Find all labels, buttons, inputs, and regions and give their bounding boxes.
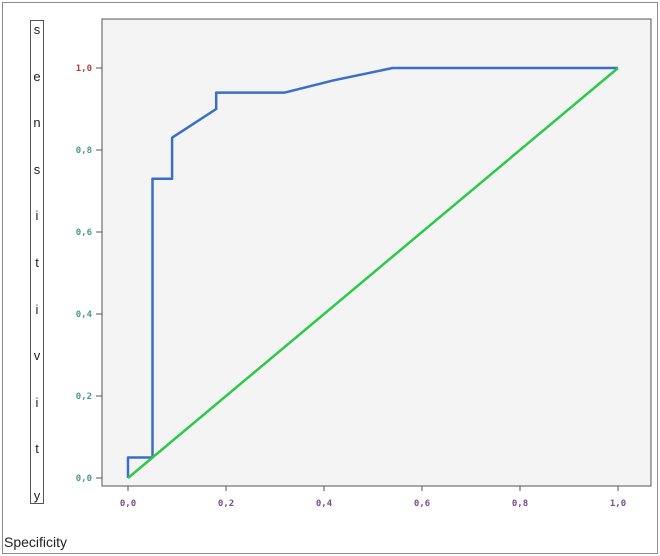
y-axis-label-letter: e [33,68,41,84]
y-axis-label-letter: t [35,254,39,270]
plot-area [101,18,652,487]
y-tick-label: 0,2 [76,392,92,402]
y-axis-label-letter: s [33,161,41,177]
y-axis-label-letter: t [35,441,39,457]
y-axis-ticks: 0,0 0,2 0,4 0,6 0,8 1,0 [76,64,102,484]
y-tick-label: 0,0 [76,474,92,484]
y-axis-label-letter: i [35,394,39,410]
y-axis-label-letter: v [33,348,41,364]
x-tick-label: 0,6 [414,499,430,509]
reference-diagonal-line [127,67,619,479]
y-tick-label: 1,0 [76,64,92,74]
x-tick-label: 0,8 [512,499,528,509]
y-tick-label: 0,4 [76,310,93,320]
y-axis-label-letter: y [33,487,41,503]
y-axis-label-letter: i [35,301,39,317]
y-axis-label: s e n s i t i v i t y [30,20,44,504]
x-axis-ticks: 0,0 0,2 0,4 0,6 0,8 1,0 [120,486,626,509]
y-axis-label-letter: i [35,208,39,224]
x-tick-label: 0,4 [316,499,333,509]
x-axis-label: Specificity [4,534,68,550]
y-axis-label-letter: s [33,22,41,37]
y-axis-label-letter: n [33,115,41,131]
x-tick-label: 1,0 [610,499,626,509]
y-tick-label: 0,8 [76,146,92,156]
x-tick-label: 0,2 [218,499,234,509]
y-tick-label: 0,6 [76,228,92,238]
x-tick-label: 0,0 [120,499,136,509]
series-layer [126,66,619,479]
roc-curve-line [126,66,618,478]
